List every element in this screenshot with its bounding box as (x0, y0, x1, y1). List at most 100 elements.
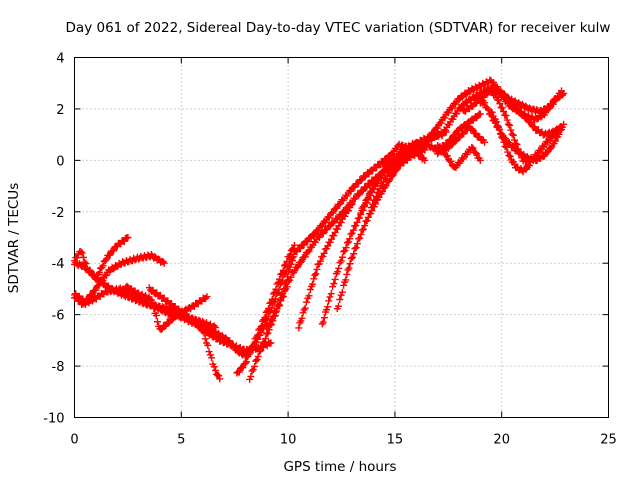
data-point (77, 248, 85, 256)
data-point (389, 163, 397, 171)
data-point (160, 259, 168, 267)
data-point (297, 258, 305, 266)
data-point (298, 257, 306, 265)
data-point (214, 330, 222, 338)
data-point (320, 249, 328, 257)
data-point (372, 192, 380, 200)
data-point (453, 110, 461, 118)
data-point (361, 222, 369, 230)
data-point (287, 273, 295, 281)
data-point (357, 209, 365, 217)
data-point (430, 128, 438, 136)
data-point (392, 167, 400, 175)
data-point (356, 234, 364, 242)
data-point (357, 176, 365, 184)
data-point (511, 160, 519, 168)
data-point (375, 175, 383, 183)
data-point (338, 253, 346, 261)
y-tick-label: -10 (43, 412, 64, 427)
data-point (358, 226, 366, 234)
data-point (356, 214, 364, 222)
data-point (103, 255, 111, 263)
data-point (340, 248, 348, 256)
data-point (447, 157, 455, 165)
data-point (342, 244, 350, 252)
data-point (257, 347, 265, 355)
data-point (235, 368, 243, 376)
data-point (367, 204, 375, 212)
data-point (164, 319, 172, 327)
data-point (299, 309, 307, 317)
data-point (496, 125, 504, 133)
data-point (341, 247, 349, 255)
data-point (445, 121, 453, 129)
data-point (306, 285, 314, 293)
series-track-5 (122, 282, 211, 334)
data-point (324, 242, 332, 250)
data-point (293, 248, 301, 256)
data-point (327, 290, 335, 298)
data-point (347, 187, 355, 195)
data-point (525, 162, 533, 169)
data-point (263, 330, 271, 338)
data-point (468, 143, 476, 151)
data-point (371, 196, 379, 204)
data-point (449, 115, 457, 123)
data-point (205, 348, 213, 356)
data-point (320, 314, 328, 322)
data-point (347, 230, 355, 238)
data-point (287, 260, 295, 268)
data-point (335, 264, 343, 272)
data-point (73, 254, 81, 262)
data-point (500, 138, 508, 146)
data-point (330, 232, 338, 240)
x-tick-label: 10 (280, 433, 297, 448)
data-point (362, 217, 370, 225)
data-point (509, 131, 517, 139)
data-point (513, 140, 521, 148)
data-point (342, 276, 350, 284)
data-point (508, 130, 516, 138)
data-point (79, 253, 87, 261)
data-point (503, 116, 511, 124)
data-point (319, 318, 327, 326)
data-point (200, 329, 208, 337)
data-point (75, 297, 83, 305)
data-point (475, 96, 483, 104)
data-point (324, 303, 332, 311)
x-tick-label: 20 (493, 433, 510, 448)
data-point (268, 295, 276, 303)
data-point (291, 241, 299, 249)
data-point (315, 233, 323, 241)
data-point (551, 96, 559, 104)
data-point (316, 257, 324, 265)
data-point (531, 123, 539, 131)
data-point (159, 258, 167, 266)
data-point (506, 153, 514, 161)
data-point (462, 90, 470, 98)
data-point (201, 335, 209, 343)
data-point (241, 359, 249, 367)
data-point (95, 269, 103, 277)
data-point (369, 200, 377, 208)
data-point (272, 308, 280, 316)
data-point (157, 326, 165, 334)
data-point (277, 270, 285, 278)
data-point (285, 278, 293, 286)
data-point (548, 143, 556, 151)
data-point (345, 238, 353, 246)
data-point (498, 104, 506, 112)
data-points (71, 76, 568, 383)
data-point (243, 358, 251, 366)
data-point (255, 348, 263, 356)
data-point (382, 175, 390, 183)
data-point (357, 230, 365, 238)
data-point (333, 204, 341, 212)
data-point (211, 366, 219, 374)
data-point (352, 244, 360, 252)
y-tick-label: -6 (52, 309, 65, 324)
data-point (512, 140, 520, 148)
data-point (279, 276, 287, 284)
series-track-8 (173, 151, 395, 360)
